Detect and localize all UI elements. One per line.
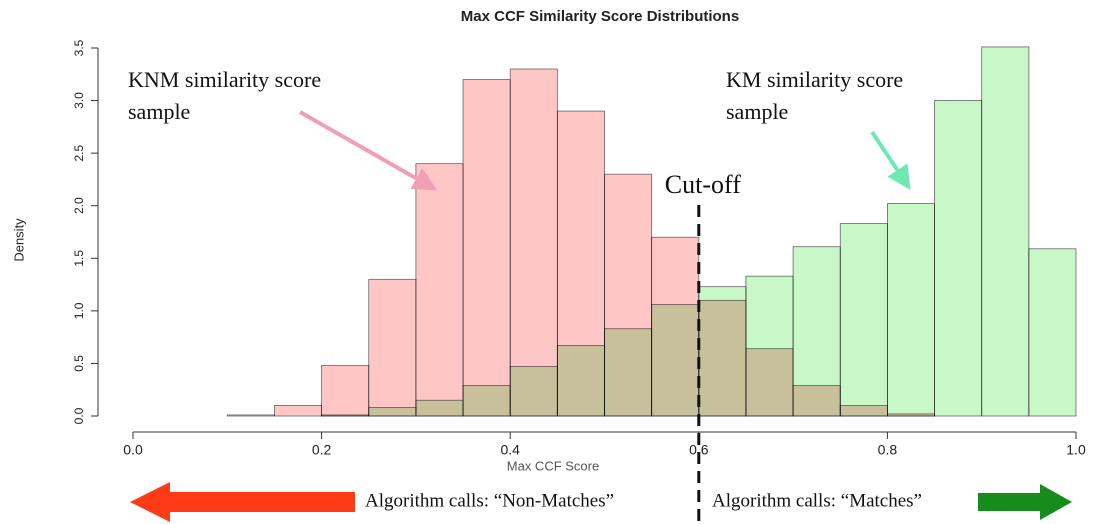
y-tick-label: 3.5 [72,39,86,56]
x-tick-label: 0.2 [312,442,332,458]
bar [274,405,323,417]
call-label: Algorithm calls: “Matches” [712,490,922,511]
x-tick-label: 0.6 [689,442,709,458]
left-arrow [130,482,355,522]
call-label: Algorithm calls: “Non-Matches” [365,490,614,511]
bar [981,46,1030,417]
bar [792,246,841,417]
bar [556,345,605,417]
right-arrow [978,484,1072,520]
bar [321,414,370,417]
annotation-arrow [299,110,438,191]
bar [839,223,888,417]
bar [462,385,511,417]
bar [651,304,700,417]
y-tick-label: 1.0 [72,302,86,319]
bar [415,163,464,417]
y-tick-label: 2.5 [72,144,86,161]
annotation-arrow [870,130,911,190]
bar [509,366,558,417]
bar [698,286,747,417]
annotation: sample [128,99,190,124]
y-axis-label: Density [11,218,26,262]
y-tick-label: 0.5 [72,355,86,372]
x-axis-label: Max CCF Score [507,458,599,473]
bar [415,399,464,417]
bar [604,328,653,417]
y-tick-label: 1.5 [72,250,86,267]
bar [321,365,370,417]
bar [745,275,794,417]
x-tick-label: 0.0 [123,442,143,458]
bar [226,414,275,417]
bar [887,203,935,417]
chart-title: Max CCF Similarity Score Distributions [461,8,739,25]
y-tick-label: 0.0 [72,407,86,424]
x-tick-label: 0.4 [500,442,520,458]
bar [934,100,983,417]
x-tick-label: 0.8 [878,442,898,458]
bar [368,278,417,417]
bars [226,46,1077,417]
cutoff-label: Cut-off [665,170,741,199]
x-tick-label: 1.0 [1066,442,1086,458]
annotation: sample [726,99,788,124]
bar [1028,248,1077,417]
annotation: KNM similarity score [128,67,321,92]
bar [462,79,511,417]
bar [368,407,417,417]
y-tick-label: 2.0 [72,197,86,214]
bar [509,68,558,417]
y-tick-label: 3.0 [72,92,86,109]
annotation: KM similarity score [726,67,903,92]
